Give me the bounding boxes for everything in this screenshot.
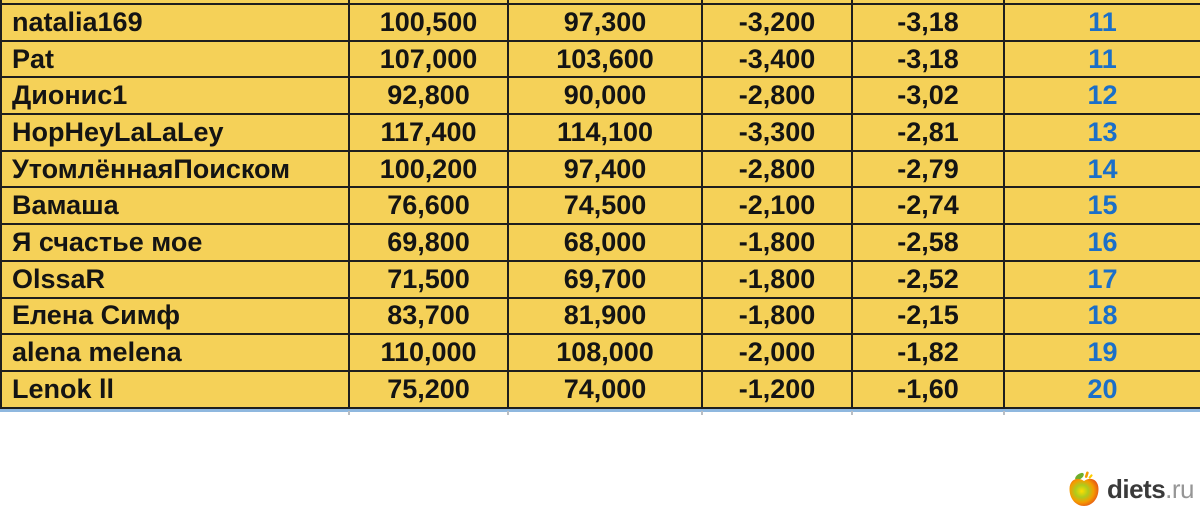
weight-loss-cell: -2,800 xyxy=(703,151,853,187)
leaderboard-table: natalia169 100,500 97,300 -3,200 -3,18 1… xyxy=(0,0,1200,416)
start-weight-cell: 110,000 xyxy=(350,335,509,370)
current-weight-cell: 108,000 xyxy=(509,335,703,370)
start-weight-cell: 83,700 xyxy=(350,298,509,334)
weight-loss-cell: -1,200 xyxy=(703,371,853,407)
current-weight-cell: 74,500 xyxy=(509,188,703,224)
table-row: Pat 107,000 103,600 -3,400 -3,18 11 xyxy=(0,41,1200,79)
percent-loss-cell: -3,02 xyxy=(853,78,1005,114)
current-weight-cell: 81,900 xyxy=(509,298,703,334)
member-name: УтомлённаяПоиском xyxy=(0,151,350,187)
start-weight-cell: 75,200 xyxy=(350,371,509,407)
table-row: OlssaR 71,500 69,700 -1,800 -2,52 17 xyxy=(0,261,1200,299)
percent-loss-cell: -3,18 xyxy=(853,41,1005,77)
percent-loss-cell: -3,18 xyxy=(853,5,1005,40)
rank-cell: 15 xyxy=(1087,190,1118,221)
percent-loss-cell: -2,81 xyxy=(853,115,1005,150)
current-weight-cell: 97,400 xyxy=(509,151,703,187)
start-weight-cell: 100,200 xyxy=(350,151,509,187)
percent-loss-cell: -2,79 xyxy=(853,151,1005,187)
percent-loss-cell: -2,58 xyxy=(853,225,1005,260)
weight-loss-cell: -3,400 xyxy=(703,41,853,77)
member-name: Pat xyxy=(0,41,350,77)
member-name: alena melena xyxy=(0,335,350,370)
start-weight-cell: 71,500 xyxy=(350,261,509,297)
member-name: Lenok ll xyxy=(0,371,350,407)
start-weight-cell: 107,000 xyxy=(350,41,509,77)
percent-loss-cell: -2,15 xyxy=(853,298,1005,334)
table-row: natalia169 100,500 97,300 -3,200 -3,18 1… xyxy=(0,5,1200,42)
rank-cell: 20 xyxy=(1087,373,1118,404)
percent-loss-cell: -1,60 xyxy=(853,371,1005,407)
member-name: HopHeyLaLaLey xyxy=(0,115,350,150)
table-row: Вамаша 76,600 74,500 -2,100 -2,74 15 xyxy=(0,188,1200,226)
table-row: УтомлённаяПоиском 100,200 97,400 -2,800 … xyxy=(0,151,1200,189)
rank-cell: 18 xyxy=(1087,300,1118,331)
rank-cell: 16 xyxy=(1087,226,1118,257)
table-row: Елена Симф 83,700 81,900 -1,800 -2,15 18 xyxy=(0,298,1200,336)
member-name: Дионис1 xyxy=(0,78,350,114)
weight-loss-cell: -3,300 xyxy=(703,115,853,150)
table-body: natalia169 100,500 97,300 -3,200 -3,18 1… xyxy=(0,5,1200,409)
table-row: Lenok ll 75,200 74,000 -1,200 -1,60 20 xyxy=(0,371,1200,409)
weight-loss-cell: -2,000 xyxy=(703,335,853,370)
clipped-top-row xyxy=(0,0,1200,5)
member-name: Вамаша xyxy=(0,188,350,224)
current-weight-cell: 114,100 xyxy=(509,115,703,150)
start-weight-cell: 76,600 xyxy=(350,188,509,224)
current-weight-cell: 69,700 xyxy=(509,261,703,297)
percent-loss-cell: -2,52 xyxy=(853,261,1005,297)
start-weight-cell: 92,800 xyxy=(350,78,509,114)
weight-loss-cell: -2,800 xyxy=(703,78,853,114)
table-row: Дионис1 92,800 90,000 -2,800 -3,02 12 xyxy=(0,78,1200,116)
logo-tld-text: .ru xyxy=(1165,473,1194,504)
member-name: Елена Симф xyxy=(0,298,350,334)
apple-icon xyxy=(1069,471,1099,506)
rank-cell: 11 xyxy=(1088,43,1117,74)
current-weight-cell: 90,000 xyxy=(509,78,703,114)
table-row: HopHeyLaLaLey 117,400 114,100 -3,300 -2,… xyxy=(0,115,1200,152)
start-weight-cell: 100,500 xyxy=(350,5,509,40)
current-weight-cell: 103,600 xyxy=(509,41,703,77)
member-name: Я счастье мое xyxy=(0,225,350,260)
weight-loss-cell: -3,200 xyxy=(703,5,853,40)
rank-cell: 12 xyxy=(1087,80,1118,111)
rank-cell: 11 xyxy=(1088,6,1117,37)
logo-wordmark: diets.ru xyxy=(1106,473,1195,505)
table-row: Я счастье мое 69,800 68,000 -1,800 -2,58… xyxy=(0,225,1200,262)
current-weight-cell: 68,000 xyxy=(509,225,703,260)
weight-loss-cell: -1,800 xyxy=(703,261,853,297)
table-bottom-highlight xyxy=(0,408,1200,412)
weight-loss-cell: -2,100 xyxy=(703,188,853,224)
percent-loss-cell: -1,82 xyxy=(853,335,1005,370)
member-name: natalia169 xyxy=(0,5,350,40)
logo-brand-text: diets xyxy=(1106,473,1166,504)
current-weight-cell: 97,300 xyxy=(509,5,703,40)
table-row: alena melena 110,000 108,000 -2,000 -1,8… xyxy=(0,335,1200,372)
rank-cell: 14 xyxy=(1087,153,1118,184)
gridline-ticks xyxy=(0,410,1200,416)
weight-loss-cell: -1,800 xyxy=(703,298,853,334)
rank-cell: 17 xyxy=(1087,263,1118,294)
current-weight-cell: 74,000 xyxy=(509,371,703,407)
start-weight-cell: 69,800 xyxy=(350,225,509,260)
member-name: OlssaR xyxy=(0,261,350,297)
rank-cell: 13 xyxy=(1087,116,1118,147)
start-weight-cell: 117,400 xyxy=(350,115,509,150)
percent-loss-cell: -2,74 xyxy=(853,188,1005,224)
rank-cell: 19 xyxy=(1087,337,1118,368)
diets-logo[interactable]: diets.ru xyxy=(1066,470,1194,508)
weight-loss-cell: -1,800 xyxy=(703,225,853,260)
